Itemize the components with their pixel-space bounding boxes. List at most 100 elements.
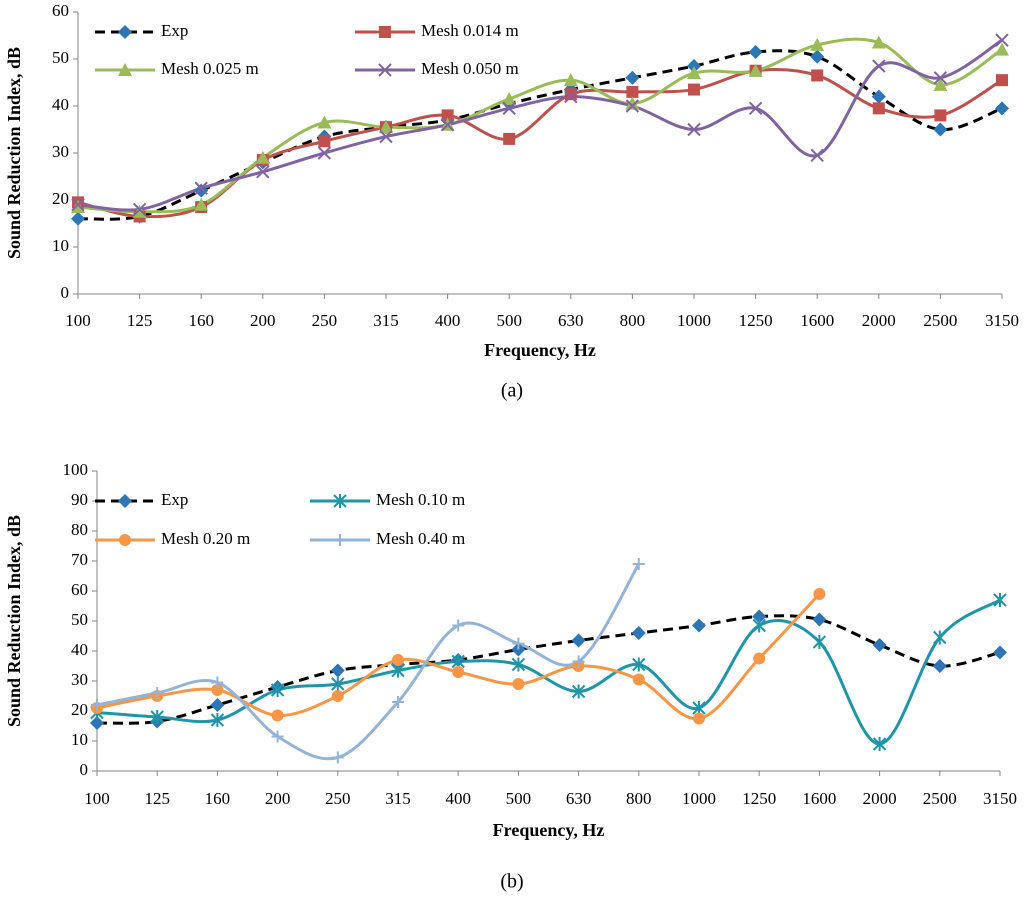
x-tick-label: 630 bbox=[558, 311, 584, 330]
x-axis-title: Frequency, Hz bbox=[493, 820, 605, 840]
legend-label: Mesh 0.10 m bbox=[376, 490, 465, 509]
marker bbox=[934, 109, 947, 122]
marker bbox=[871, 89, 886, 104]
marker bbox=[995, 33, 1009, 47]
marker bbox=[810, 148, 824, 163]
x-tick-label: 800 bbox=[626, 789, 652, 808]
marker bbox=[687, 122, 701, 137]
y-tick-label: 30 bbox=[52, 142, 69, 161]
marker bbox=[392, 696, 404, 708]
marker bbox=[687, 66, 701, 80]
marker bbox=[512, 678, 525, 690]
x-tick-label: 160 bbox=[188, 311, 214, 330]
x-tick-label: 630 bbox=[566, 789, 592, 808]
marker bbox=[564, 88, 577, 101]
x-tick-label: 1250 bbox=[739, 311, 773, 330]
y-tick-label: 20 bbox=[71, 700, 88, 719]
series-line bbox=[96, 563, 641, 761]
x-tick-label: 400 bbox=[445, 789, 471, 808]
legend-label: Mesh 0.20 m bbox=[161, 529, 250, 548]
marker bbox=[872, 638, 887, 652]
marker bbox=[331, 677, 345, 691]
x-tick-label: 315 bbox=[385, 789, 411, 808]
marker bbox=[210, 698, 225, 712]
x-tick-label: 2500 bbox=[923, 789, 957, 808]
x-tick-label: 3150 bbox=[983, 789, 1017, 808]
legend-label: Exp bbox=[161, 21, 188, 40]
marker bbox=[995, 101, 1009, 116]
legend-marker bbox=[334, 534, 346, 546]
marker bbox=[379, 129, 393, 144]
x-tick-label: 160 bbox=[205, 789, 231, 808]
marker bbox=[687, 59, 701, 74]
marker bbox=[933, 77, 948, 91]
caption: (a) bbox=[501, 380, 523, 402]
y-tick-label: 50 bbox=[71, 610, 88, 629]
marker bbox=[256, 165, 270, 179]
x-tick-label: 2000 bbox=[863, 789, 897, 808]
x-tick-label: 125 bbox=[144, 789, 170, 808]
y-tick-label: 50 bbox=[52, 48, 69, 67]
x-tick-label: 1000 bbox=[677, 311, 711, 330]
marker bbox=[692, 618, 706, 633]
marker bbox=[318, 135, 331, 148]
marker bbox=[810, 37, 825, 51]
x-axis-title: Frequency, Hz bbox=[484, 340, 596, 360]
legend-marker bbox=[333, 494, 347, 508]
marker bbox=[194, 197, 209, 211]
marker bbox=[271, 730, 284, 743]
marker bbox=[812, 635, 827, 649]
marker bbox=[210, 713, 225, 727]
series-line bbox=[77, 37, 1003, 214]
marker bbox=[571, 684, 586, 699]
marker bbox=[71, 197, 85, 212]
marker bbox=[632, 558, 645, 570]
y-tick-label: 70 bbox=[71, 550, 88, 569]
marker bbox=[255, 150, 270, 164]
marker bbox=[512, 637, 525, 650]
x-tick-label: 100 bbox=[65, 311, 91, 330]
legend-marker bbox=[118, 494, 132, 508]
y-axis-title: Sound Reduction Index, dB bbox=[4, 47, 24, 259]
marker bbox=[502, 101, 516, 116]
marker bbox=[564, 89, 578, 104]
marker bbox=[748, 44, 763, 59]
marker bbox=[631, 626, 646, 640]
marker bbox=[330, 663, 345, 678]
x-tick-label: 1250 bbox=[742, 789, 776, 808]
caption: (b) bbox=[500, 871, 523, 893]
marker bbox=[90, 716, 104, 730]
marker bbox=[993, 645, 1007, 660]
marker bbox=[317, 115, 332, 129]
marker bbox=[452, 619, 465, 632]
marker bbox=[933, 71, 948, 85]
marker bbox=[626, 85, 639, 98]
marker bbox=[996, 74, 1008, 87]
marker bbox=[748, 101, 763, 116]
marker bbox=[811, 69, 824, 82]
x-tick-label: 2000 bbox=[862, 311, 896, 330]
marker bbox=[71, 200, 85, 214]
marker bbox=[572, 655, 585, 668]
y-tick-label: 80 bbox=[71, 520, 88, 539]
y-tick-label: 60 bbox=[52, 1, 69, 20]
y-tick-label: 20 bbox=[52, 189, 69, 208]
x-tick-label: 500 bbox=[496, 311, 522, 330]
marker bbox=[211, 676, 224, 689]
series-line bbox=[96, 614, 1001, 725]
marker bbox=[194, 181, 208, 195]
y-tick-label: 90 bbox=[71, 490, 88, 509]
marker bbox=[331, 751, 344, 764]
marker bbox=[379, 120, 393, 134]
marker bbox=[317, 146, 332, 160]
marker bbox=[563, 73, 578, 87]
legend-marker bbox=[379, 26, 391, 38]
marker bbox=[933, 122, 948, 137]
x-tick-label: 800 bbox=[620, 311, 646, 330]
marker bbox=[151, 687, 164, 699]
legend-label: Mesh 0.050 m bbox=[421, 59, 519, 78]
plot-area bbox=[96, 563, 1001, 761]
marker bbox=[271, 709, 284, 722]
marker bbox=[625, 99, 640, 113]
